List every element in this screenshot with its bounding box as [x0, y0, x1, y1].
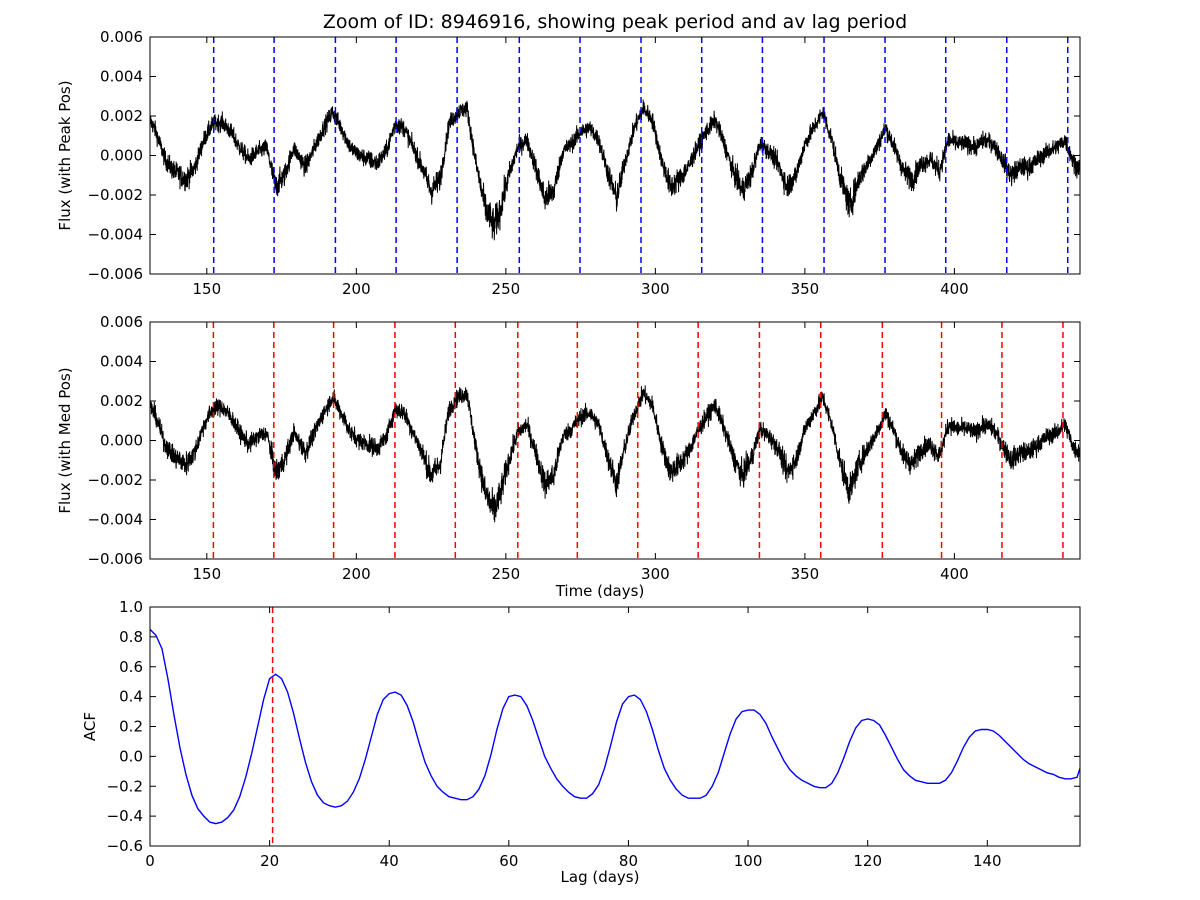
- x-tick-label: 200: [342, 565, 371, 583]
- bottom-y-axis-label: ACF: [81, 712, 99, 741]
- y-tick-label: 0.000: [100, 147, 143, 165]
- middle-y-axis-label: Flux (with Med Pos): [56, 367, 74, 513]
- y-tick-label: −0.006: [87, 265, 143, 283]
- y-tick-label: 0.004: [100, 68, 143, 86]
- x-tick-label: 150: [192, 565, 221, 583]
- y-tick-label: −0.6: [107, 837, 143, 855]
- x-tick-label: 20: [260, 852, 279, 870]
- middle-panel: 150 200 250 300 350 400 −0.006 −0.004 −0.002 0.00…: [56, 313, 1081, 600]
- x-tick-label: 300: [641, 565, 670, 583]
- x-tick-label: 150: [192, 280, 221, 298]
- flux-line: [150, 99, 1080, 241]
- y-tick-label: 0.6: [119, 658, 143, 676]
- x-tick-label: 0: [145, 852, 155, 870]
- y-tick-label: −0.004: [87, 511, 143, 529]
- y-tick-label: −0.004: [87, 226, 143, 244]
- x-tick-label: 250: [492, 280, 521, 298]
- top-panel: 150 200 250 300 350 400 −0.006 −0.004 −0.002 0.00…: [56, 28, 1081, 298]
- x-tick-label: 400: [940, 565, 969, 583]
- y-tick-label: 0.006: [100, 313, 143, 331]
- bottom-x-axis-label: Lag (days): [561, 868, 640, 886]
- y-tick-label: −0.4: [107, 807, 143, 825]
- y-tick-label: 0.0: [119, 747, 143, 765]
- y-tick-label: 0.8: [119, 628, 143, 646]
- y-tick-label: 0.004: [100, 353, 143, 371]
- y-tick-label: −0.002: [87, 471, 143, 489]
- plot-area: [150, 607, 1080, 846]
- x-tick-label: 200: [342, 280, 371, 298]
- x-tick-label: 100: [734, 852, 763, 870]
- x-tick-label: 60: [499, 852, 518, 870]
- x-tick-label: 400: [940, 280, 969, 298]
- x-tick-label: 120: [853, 852, 882, 870]
- y-tick-label: 1.0: [119, 598, 143, 616]
- y-tick-label: 0.002: [100, 392, 143, 410]
- y-tick-label: −0.006: [87, 550, 143, 568]
- middle-x-axis-label: Time (days): [555, 582, 645, 600]
- flux-line: [150, 385, 1080, 523]
- y-tick-label: 0.000: [100, 432, 143, 450]
- x-tick-label: 350: [791, 565, 820, 583]
- plot-area: [150, 37, 1080, 274]
- y-tick-label: −0.002: [87, 186, 143, 204]
- bottom-panel: 0 20 40 60 80 100 120 140 −0.6 −0.4 −0.2 0.0 0.2 0.4 0…: [81, 598, 1081, 886]
- y-tick-label: 0.006: [100, 28, 143, 46]
- y-tick-label: 0.2: [119, 718, 143, 736]
- top-y-axis-label: Flux (with Peak Pos): [56, 80, 74, 230]
- acf-line: [150, 628, 1080, 825]
- y-tick-label: 0.4: [119, 688, 143, 706]
- figure-title: Zoom of ID: 8946916, showing peak period…: [323, 11, 907, 33]
- x-tick-label: 250: [492, 565, 521, 583]
- plot-area: [150, 322, 1080, 559]
- x-tick-label: 350: [791, 280, 820, 298]
- x-tick-label: 140: [973, 852, 1002, 870]
- x-tick-label: 80: [619, 852, 638, 870]
- x-tick-label: 40: [380, 852, 399, 870]
- x-tick-label: 300: [641, 280, 670, 298]
- y-tick-label: 0.002: [100, 107, 143, 125]
- y-tick-label: −0.2: [107, 777, 143, 795]
